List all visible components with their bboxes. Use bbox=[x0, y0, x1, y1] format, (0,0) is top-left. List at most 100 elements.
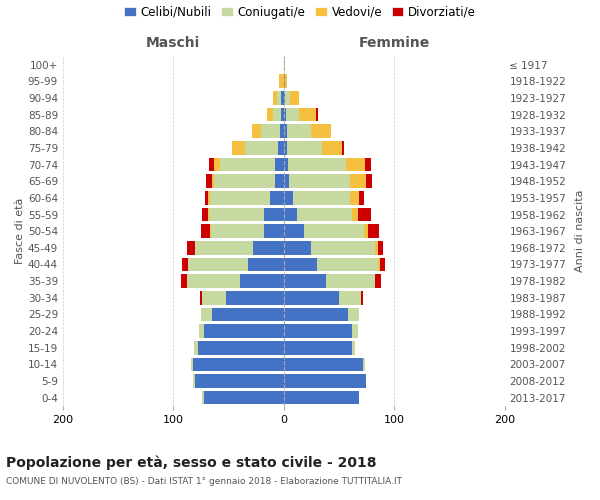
Bar bbox=[187, 241, 196, 254]
Bar bbox=[253, 241, 284, 254]
Bar bbox=[304, 224, 364, 238]
Bar bbox=[284, 374, 367, 388]
Bar bbox=[251, 124, 260, 138]
Bar bbox=[208, 191, 210, 204]
Bar bbox=[289, 174, 350, 188]
Bar bbox=[264, 208, 284, 222]
Y-axis label: Fasce di età: Fasce di età bbox=[15, 198, 25, 264]
Bar bbox=[284, 241, 311, 254]
Bar bbox=[182, 258, 188, 272]
Bar bbox=[287, 124, 311, 138]
Bar bbox=[290, 91, 299, 105]
Bar bbox=[191, 358, 193, 371]
Text: Maschi: Maschi bbox=[146, 36, 200, 50]
Bar bbox=[210, 224, 211, 238]
Bar bbox=[376, 241, 377, 254]
Bar bbox=[288, 158, 346, 172]
Bar bbox=[322, 141, 342, 154]
Bar bbox=[271, 191, 284, 204]
Bar bbox=[352, 208, 358, 222]
Bar bbox=[284, 341, 352, 354]
Bar bbox=[281, 91, 284, 105]
Bar bbox=[204, 324, 284, 338]
Bar bbox=[284, 258, 317, 272]
Bar bbox=[316, 108, 318, 122]
Bar bbox=[206, 174, 212, 188]
Bar bbox=[311, 241, 376, 254]
Text: COMUNE DI NUVOLENTO (BS) - Dati ISTAT 1° gennaio 2018 - Elaborazione TUTTITALIA.: COMUNE DI NUVOLENTO (BS) - Dati ISTAT 1°… bbox=[6, 478, 402, 486]
Bar bbox=[197, 341, 284, 354]
Bar bbox=[317, 258, 377, 272]
Text: Femmine: Femmine bbox=[358, 36, 430, 50]
Bar bbox=[279, 74, 284, 88]
Bar bbox=[285, 74, 287, 88]
Bar bbox=[326, 274, 376, 288]
Bar bbox=[364, 224, 368, 238]
Bar bbox=[284, 274, 326, 288]
Bar bbox=[202, 291, 226, 304]
Bar bbox=[181, 274, 187, 288]
Bar bbox=[311, 124, 331, 138]
Bar bbox=[210, 191, 271, 204]
Bar bbox=[284, 191, 293, 204]
Bar bbox=[284, 158, 288, 172]
Bar bbox=[209, 158, 214, 172]
Bar bbox=[260, 124, 280, 138]
Bar bbox=[188, 258, 248, 272]
Bar bbox=[232, 141, 245, 154]
Bar bbox=[365, 158, 371, 172]
Bar bbox=[284, 141, 287, 154]
Bar bbox=[346, 158, 365, 172]
Bar bbox=[267, 108, 272, 122]
Bar bbox=[299, 108, 316, 122]
Bar bbox=[287, 141, 322, 154]
Bar bbox=[208, 208, 209, 222]
Bar bbox=[200, 291, 202, 304]
Bar bbox=[284, 358, 363, 371]
Bar bbox=[278, 141, 284, 154]
Bar bbox=[368, 224, 379, 238]
Bar bbox=[196, 374, 284, 388]
Legend: Celibi/Nubili, Coniugati/e, Vedovi/e, Divorziati/e: Celibi/Nubili, Coniugati/e, Vedovi/e, Di… bbox=[119, 1, 481, 24]
Bar bbox=[193, 374, 196, 388]
Bar bbox=[367, 174, 372, 188]
Bar bbox=[275, 174, 284, 188]
Bar bbox=[284, 108, 286, 122]
Bar bbox=[350, 174, 367, 188]
Bar bbox=[212, 174, 214, 188]
Bar bbox=[264, 224, 284, 238]
Bar bbox=[201, 224, 210, 238]
Bar bbox=[358, 208, 371, 222]
Bar bbox=[277, 91, 281, 105]
Bar bbox=[284, 74, 285, 88]
Bar bbox=[352, 341, 355, 354]
Bar bbox=[226, 291, 284, 304]
Bar bbox=[239, 274, 284, 288]
Bar bbox=[285, 91, 290, 105]
Bar bbox=[281, 108, 284, 122]
Bar bbox=[194, 341, 197, 354]
Bar bbox=[359, 191, 364, 204]
Bar bbox=[376, 274, 381, 288]
Bar bbox=[275, 158, 284, 172]
Bar bbox=[284, 174, 289, 188]
Bar bbox=[209, 208, 264, 222]
Bar bbox=[339, 291, 361, 304]
Bar bbox=[293, 191, 350, 204]
Bar bbox=[284, 224, 304, 238]
Bar bbox=[202, 391, 204, 404]
Bar bbox=[212, 308, 284, 321]
Bar bbox=[199, 324, 204, 338]
Bar bbox=[350, 191, 359, 204]
Bar bbox=[284, 124, 287, 138]
Bar bbox=[214, 158, 220, 172]
Bar bbox=[211, 224, 264, 238]
Bar bbox=[272, 108, 281, 122]
Bar bbox=[220, 158, 275, 172]
Bar bbox=[202, 208, 208, 222]
Bar bbox=[352, 324, 358, 338]
Bar bbox=[214, 174, 275, 188]
Bar bbox=[377, 241, 383, 254]
Bar bbox=[361, 291, 363, 304]
Y-axis label: Anni di nascita: Anni di nascita bbox=[575, 190, 585, 272]
